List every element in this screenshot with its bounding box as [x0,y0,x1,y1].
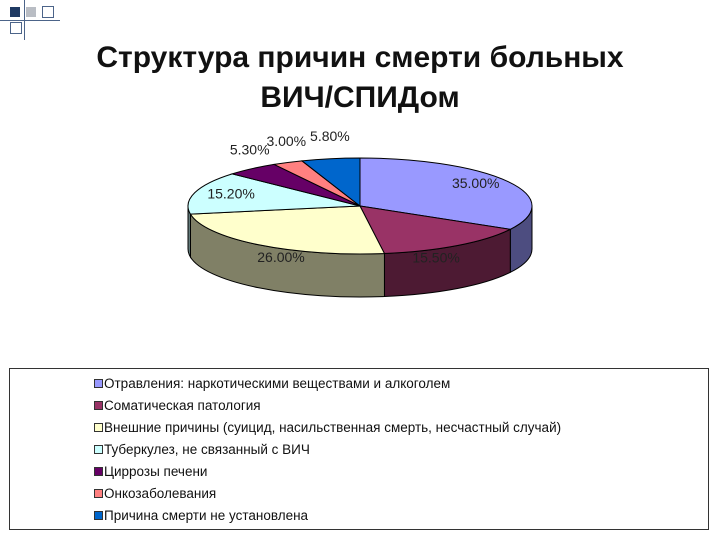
legend-swatch [94,488,103,498]
legend-swatch [94,400,103,410]
pie-slice [359,157,533,230]
legend-swatch [94,510,103,520]
corner-square-gray [26,7,36,17]
legend-item: Отравления: наркотическими веществами и … [94,372,561,394]
slice-value-label: 5.30% [230,142,270,158]
legend-item: Онкозаболевания [94,482,561,504]
legend-item: Соматическая патология [94,394,561,416]
slice-value-label: 3.00% [266,133,306,149]
legend-label: Соматическая патология [104,397,261,413]
legend-label: Туберкулез, не связанный с ВИЧ [104,441,310,457]
pie-slice [300,157,361,208]
corner-decoration [0,0,60,40]
legend-label: Внешние причины (суицид, насильственная … [104,419,562,435]
legend-list: Отравления: наркотическими веществами и … [94,372,561,526]
title-line-1: Структура причин смерти больных [96,41,624,74]
legend-label: Отравления: наркотическими веществами и … [104,375,451,391]
legend-swatch [94,444,103,454]
legend-label: Причина смерти не установлена [104,507,309,523]
corner-square-outline [42,6,54,18]
slice-value-label: 15.50% [412,250,459,266]
legend-swatch [94,466,103,476]
corner-square-outline [10,22,22,34]
slice-value-label: 35.00% [452,175,499,191]
corner-horizontal-line [0,20,60,21]
legend-item: Туберкулез, не связанный с ВИЧ [94,438,561,460]
corner-square-dark [10,7,20,17]
legend-item: Причина смерти не установлена [94,504,561,526]
pie-slice [187,173,361,215]
legend-swatch [94,378,103,388]
slice-value-label: 15.20% [207,185,254,201]
legend-label: Онкозаболевания [104,485,217,501]
title-line-2: ВИЧ/СПИДом [260,81,460,114]
slice-value-label: 5.80% [310,128,350,144]
pie-slice [359,205,512,255]
slide-title: Структура причин смерти больных ВИЧ/СПИД… [40,38,680,118]
slice-value-label: 26.00% [257,249,304,265]
legend: Отравления: наркотическими веществами и … [9,368,709,530]
legend-label: Циррозы печени [104,463,208,479]
legend-item: Внешние причины (суицид, насильственная … [94,416,561,438]
legend-item: Циррозы печени [94,460,561,482]
pie-slice [189,205,386,255]
legend-swatch [94,422,103,432]
